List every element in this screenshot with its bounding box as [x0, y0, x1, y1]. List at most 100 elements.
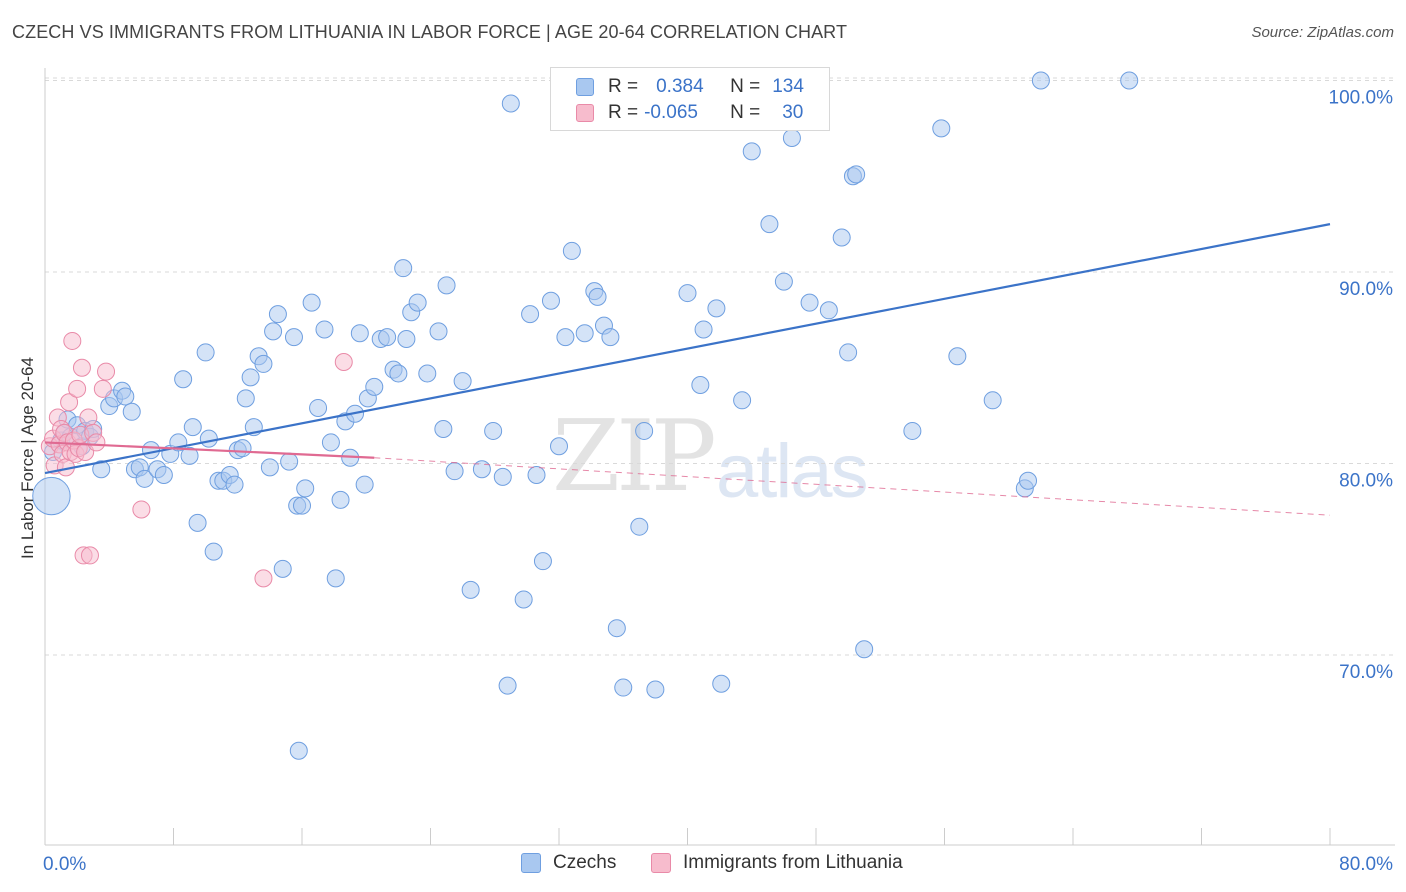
czech-point	[498, 676, 517, 695]
legend-row-lithuania: R = -0.065 N = 30	[576, 100, 803, 126]
czech-point	[607, 619, 626, 638]
lithuania-n-label: N =	[730, 102, 761, 123]
czech-point	[302, 293, 321, 312]
lithuania-point	[254, 569, 273, 588]
czech-point	[418, 364, 437, 383]
czech-point	[461, 580, 480, 599]
czech-point	[280, 452, 299, 471]
czech-point	[800, 293, 819, 312]
czech-point	[694, 320, 713, 339]
czech-point	[315, 320, 334, 339]
czech-point	[453, 372, 472, 391]
czech-point	[646, 680, 665, 699]
lithuania-point	[79, 408, 98, 427]
czech-point	[819, 301, 838, 320]
lithuania-swatch	[576, 104, 594, 122]
czech-point	[296, 479, 315, 498]
gridlines	[45, 77, 1395, 656]
czech-point	[691, 375, 710, 394]
czech-point	[355, 475, 374, 494]
czech-point	[614, 678, 633, 697]
czech-point	[321, 433, 340, 452]
czech-point	[712, 674, 731, 693]
czech-point	[92, 460, 111, 479]
czech-point	[289, 741, 308, 760]
czech-point	[1031, 71, 1050, 90]
bottom-legend-czechs: Czechs	[521, 852, 616, 874]
y-tick-label: 100.0%	[1329, 88, 1394, 109]
y-axis-label: In Labor Force | Age 20-64	[18, 357, 37, 559]
correlation-legend: R = 0.384 N = 134 R = -0.065 N = 30	[550, 67, 830, 131]
czech-point	[241, 368, 260, 387]
lithuania-r-label: R =	[608, 102, 639, 123]
czech-point	[983, 391, 1002, 410]
czech-point	[760, 215, 779, 234]
czech-point	[493, 467, 512, 486]
czech-point	[326, 569, 345, 588]
czech-point	[199, 429, 218, 448]
source-label: Source: ZipAtlas.com	[1251, 24, 1394, 41]
czech-point	[268, 305, 287, 324]
lithuania-point	[80, 546, 99, 565]
axes	[44, 68, 1395, 846]
czech-point	[260, 458, 279, 477]
czech-r-value: 0.384	[656, 76, 704, 97]
czech-point	[948, 347, 967, 366]
czech-point	[122, 402, 141, 421]
czech-point	[541, 291, 560, 310]
watermark-atlas: atlas	[716, 429, 869, 514]
lithuania-r-value: -0.065	[644, 102, 698, 123]
lithuania-point	[87, 433, 106, 452]
czech-point	[254, 354, 273, 373]
czech-point	[142, 441, 161, 460]
czech-point	[707, 299, 726, 318]
czech-point	[514, 590, 533, 609]
czech-point	[378, 328, 397, 347]
lithuania-n-value: 30	[782, 102, 804, 123]
czech-point	[309, 398, 328, 417]
lithuania-point	[334, 353, 353, 372]
czech-point	[932, 119, 951, 138]
czech-point	[284, 328, 303, 347]
czech-point	[154, 465, 173, 484]
czech-point	[429, 322, 448, 341]
czech-point	[484, 421, 503, 440]
czech-point	[365, 377, 384, 396]
bottom-czech-swatch	[521, 853, 541, 873]
y-tick-label: 90.0%	[1339, 279, 1393, 300]
lithuania-trend-extension	[374, 457, 1331, 516]
y-tick-label: 80.0%	[1339, 471, 1393, 492]
czech-point	[445, 462, 464, 481]
czech-points	[32, 71, 1139, 760]
czech-point	[236, 389, 255, 408]
czech-point	[601, 328, 620, 347]
czech-point	[521, 305, 540, 324]
czech-point	[556, 328, 575, 347]
czech-point	[225, 475, 244, 494]
czech-point	[562, 241, 581, 260]
czech-point	[774, 272, 793, 291]
czech-point	[1019, 471, 1038, 490]
czech-n-label: N =	[730, 76, 761, 97]
czech-point	[550, 437, 568, 456]
lithuania-point	[97, 362, 116, 381]
czech-point	[204, 542, 223, 561]
czech-point	[174, 370, 193, 389]
bottom-legend-lithuania: Immigrants from Lithuania	[651, 852, 903, 874]
czech-point	[350, 324, 369, 343]
czech-point	[264, 322, 283, 341]
czech-point	[733, 391, 752, 410]
czech-point	[533, 552, 552, 571]
bottom-lithuania-label: Immigrants from Lithuania	[683, 852, 903, 873]
czech-point	[588, 287, 607, 306]
bottom-czech-label: Czechs	[553, 852, 617, 873]
czech-point	[233, 439, 252, 458]
czech-r-label: R =	[608, 76, 639, 97]
czech-point	[408, 293, 427, 312]
czech-point	[839, 343, 858, 362]
czech-point	[32, 476, 71, 516]
x-tick-label-min: 0.0%	[43, 854, 86, 875]
czech-point	[782, 128, 801, 147]
czech-point	[1120, 71, 1139, 90]
lithuania-point	[132, 500, 151, 519]
